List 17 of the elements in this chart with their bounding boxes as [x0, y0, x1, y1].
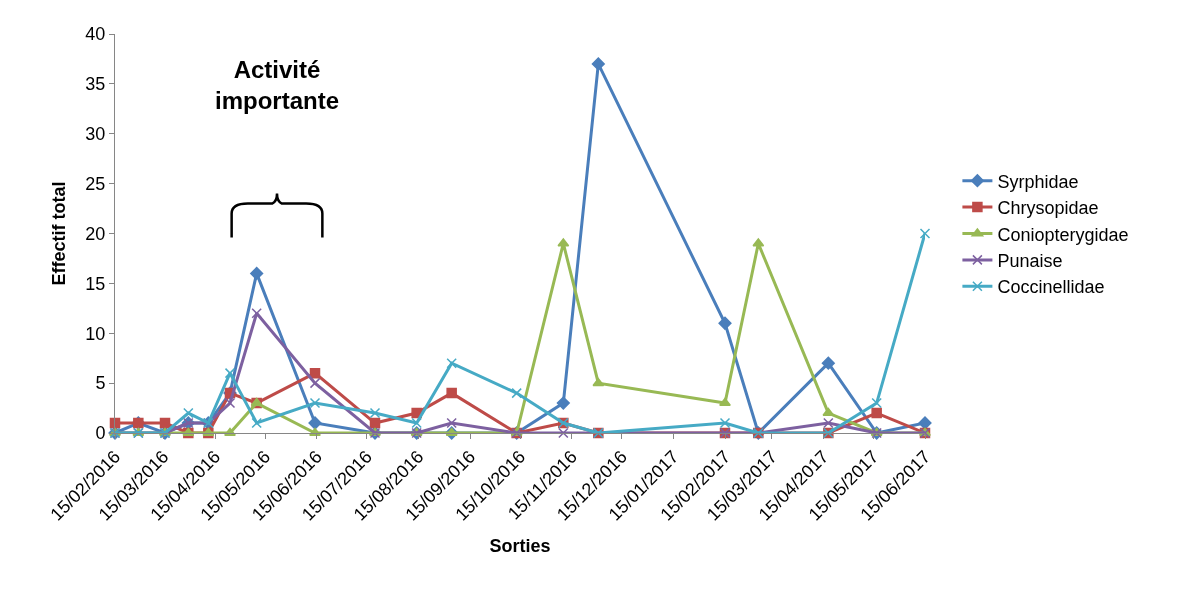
legend-label: Chrysopidae: [997, 198, 1099, 219]
y-tick-label: 15: [85, 273, 106, 294]
y-tick-label: 20: [85, 223, 106, 244]
y-tick-label: 10: [85, 323, 106, 344]
legend-label: Coccinellidae: [997, 277, 1105, 298]
legend-label: Syrphidae: [997, 171, 1079, 192]
legend-label: Punaise: [997, 250, 1063, 271]
y-tick-label: 5: [95, 373, 106, 394]
y-tick-label: 30: [85, 124, 106, 145]
y-tick-label: 35: [85, 74, 106, 95]
legend-label: Coniopterygidae: [997, 224, 1129, 245]
y-axis-title: Effectif total: [48, 181, 69, 286]
y-tick-label: 0: [95, 423, 106, 444]
y-tick-label: 25: [85, 173, 106, 194]
annotation: Activité importante: [215, 56, 340, 115]
x-axis-title: Sorties: [489, 535, 551, 556]
y-tick-label: 40: [85, 24, 106, 45]
